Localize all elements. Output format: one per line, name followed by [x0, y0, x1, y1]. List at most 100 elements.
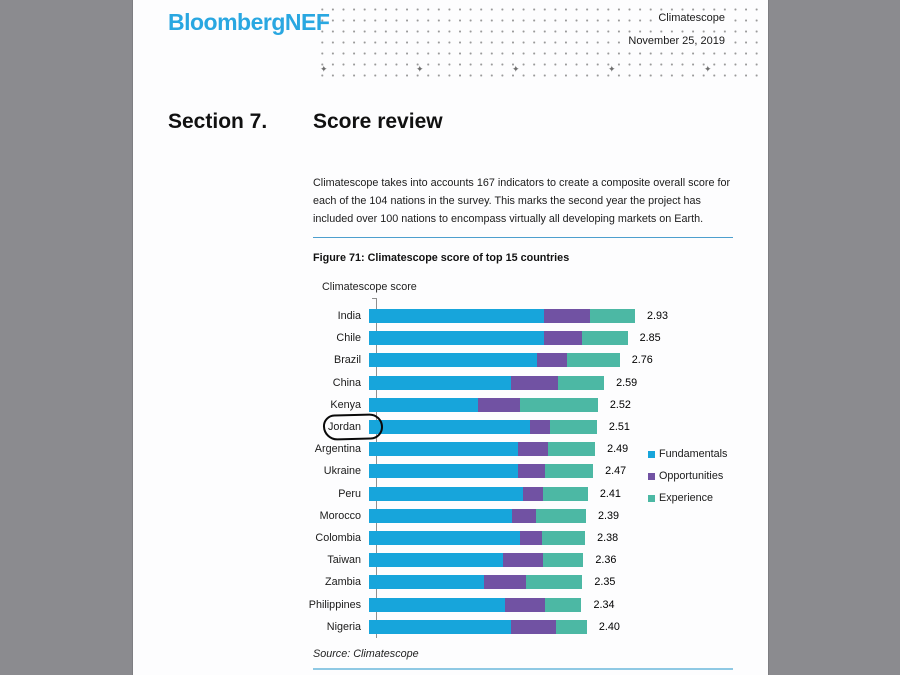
stacked-bar-chart: India 2.93 Chile 2.85 Brazil 2.76 China 2.59 Ken… — [283, 305, 753, 638]
bar-segment-opportunities — [505, 597, 546, 612]
value-label: 2.40 — [598, 620, 620, 633]
legend-label: Opportunities — [659, 470, 724, 482]
bar-stack — [369, 420, 597, 435]
category-label: Jordan — [327, 421, 361, 434]
bar-segment-experience — [557, 375, 605, 390]
bar-stack — [369, 530, 586, 545]
bar-segment-experience — [547, 442, 596, 457]
legend-swatch-icon — [648, 472, 655, 480]
chart-row: Nigeria 2.40 — [283, 616, 753, 638]
bar-segment-fundamentals — [369, 619, 511, 634]
value-label: 2.38 — [597, 531, 619, 544]
bar-segment-fundamentals — [369, 397, 478, 412]
bar-segment-experience — [536, 508, 586, 523]
bar-stack — [369, 353, 620, 368]
category-label: Chile — [336, 332, 361, 345]
header-date: November 25, 2019 — [623, 34, 730, 48]
legend-label: Fundamentals — [659, 448, 728, 460]
sparkle-icon: ✦ — [512, 64, 520, 74]
value-label: 2.41 — [599, 487, 621, 500]
chart-row: Ukraine 2.47 — [283, 460, 753, 482]
bar-segment-experience — [589, 309, 635, 324]
bar-segment-experience — [542, 530, 586, 545]
chart-row: Peru 2.41 — [283, 483, 753, 505]
value-label: 2.51 — [608, 421, 630, 434]
bar-stack — [369, 464, 594, 479]
bar-segment-experience — [543, 553, 584, 568]
chart-row: Morocco 2.39 — [283, 505, 753, 527]
value-label: 2.35 — [594, 576, 616, 589]
section-number: Section 7. — [168, 110, 268, 133]
bar-segment-fundamentals — [369, 597, 506, 612]
bar-segment-fundamentals — [369, 553, 503, 568]
category-label: Morocco — [319, 509, 361, 522]
bar-segment-opportunities — [544, 309, 590, 324]
category-label: Zambia — [324, 576, 361, 589]
bar-segment-experience — [555, 619, 587, 634]
value-label: 2.47 — [605, 465, 627, 478]
category-label: Colombia — [315, 531, 361, 544]
bar-stack — [369, 619, 587, 634]
chart-row: Kenya 2.52 — [283, 394, 753, 416]
bar-segment-opportunities — [537, 353, 567, 368]
chart-row: China 2.59 — [283, 372, 753, 394]
bar-segment-experience — [543, 486, 588, 501]
bar-stack — [369, 597, 582, 612]
bar-segment-experience — [519, 397, 598, 412]
legend-item: Opportunities — [648, 465, 727, 487]
bar-segment-opportunities — [517, 464, 546, 479]
legend-label: Experience — [659, 492, 714, 504]
legend-swatch-icon — [648, 494, 655, 502]
bar-segment-fundamentals — [369, 442, 518, 457]
chart-legend: Fundamentals Opportunities Experience — [648, 443, 727, 509]
bar-segment-experience — [545, 597, 582, 612]
bar-segment-opportunities — [523, 486, 544, 501]
bloombergnef-logo: BloombergNEF — [168, 9, 330, 35]
bar-stack — [369, 553, 584, 568]
value-label: 2.39 — [597, 509, 619, 522]
bar-segment-fundamentals — [369, 530, 520, 545]
bar-segment-experience — [549, 420, 597, 435]
bar-segment-experience — [545, 464, 594, 479]
category-label: India — [337, 310, 361, 323]
bar-segment-fundamentals — [369, 331, 545, 346]
chart-row: Jordan 2.51 — [283, 416, 753, 438]
bar-segment-opportunities — [510, 619, 556, 634]
category-label: China — [332, 376, 361, 389]
category-label: Argentina — [314, 443, 361, 456]
bar-stack — [369, 508, 586, 523]
sparkle-icon: ✦ — [320, 64, 328, 74]
hand-drawn-circle-annotation — [322, 413, 384, 441]
source-note: Source: Climatescope — [313, 648, 419, 660]
bar-segment-experience — [582, 331, 628, 346]
category-label: Ukraine — [323, 465, 361, 478]
legend-item: Fundamentals — [648, 443, 727, 465]
bar-segment-opportunities — [519, 530, 543, 545]
bar-segment-experience — [567, 353, 620, 368]
legend-item: Experience — [648, 487, 727, 509]
category-label: Philippines — [308, 598, 361, 611]
category-label: Brazil — [334, 354, 361, 367]
bar-segment-opportunities — [511, 508, 537, 523]
chart-row: India 2.93 — [283, 305, 753, 327]
intro-paragraph: Climatescope takes into accounts 167 ind… — [313, 174, 733, 238]
section-title: Score review — [313, 110, 443, 133]
chart-axis-label: Climatescope score — [322, 281, 417, 293]
bar-segment-opportunities — [517, 442, 548, 457]
value-label: 2.49 — [607, 443, 629, 456]
category-label: Peru — [338, 487, 361, 500]
value-label: 2.85 — [639, 332, 661, 345]
sparkle-icon: ✦ — [416, 64, 424, 74]
bar-segment-opportunities — [529, 420, 550, 435]
chart-row: Brazil 2.76 — [283, 349, 753, 371]
chart-row: Philippines 2.34 — [283, 593, 753, 615]
bar-stack — [369, 486, 588, 501]
bar-segment-fundamentals — [369, 375, 511, 390]
sparkle-icon: ✦ — [608, 64, 616, 74]
bar-segment-opportunities — [544, 331, 583, 346]
bar-stack — [369, 331, 628, 346]
footer-rule — [313, 668, 733, 670]
sparkle-icon: ✦ — [704, 64, 712, 74]
bar-segment-experience — [526, 575, 583, 590]
value-label: 2.93 — [646, 310, 668, 323]
